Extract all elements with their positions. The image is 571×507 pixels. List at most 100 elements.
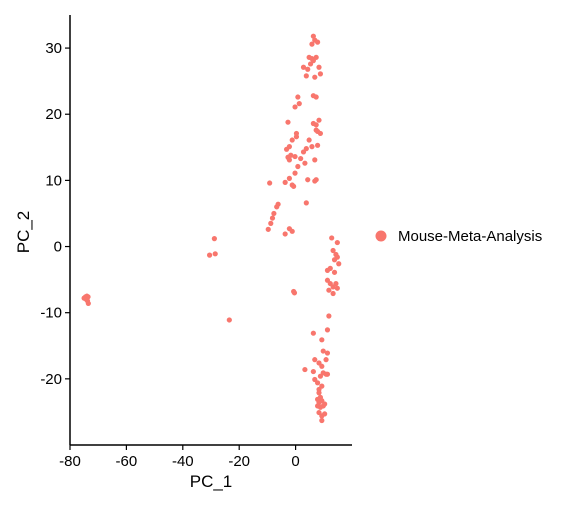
- data-point: [295, 94, 301, 100]
- data-point: [310, 330, 316, 336]
- data-point: [271, 210, 277, 217]
- data-point: [333, 280, 339, 287]
- data-point: [275, 201, 281, 207]
- data-point: [286, 157, 292, 163]
- data-point: [306, 137, 312, 143]
- data-point: [309, 144, 315, 150]
- data-point: [323, 357, 329, 363]
- data-point: [309, 56, 315, 62]
- data-point: [327, 265, 333, 271]
- data-point: [267, 180, 273, 186]
- data-point: [334, 254, 340, 260]
- data-point: [293, 130, 300, 137]
- data-point: [312, 157, 318, 163]
- data-point: [322, 411, 328, 417]
- data-point: [268, 220, 274, 226]
- data-point: [314, 142, 321, 148]
- data-point: [296, 101, 302, 107]
- data-point: [286, 144, 292, 150]
- data-point: [331, 269, 338, 275]
- data-point: [313, 54, 319, 60]
- data-point: [336, 261, 342, 267]
- data-point: [313, 177, 319, 183]
- data-point: [309, 41, 315, 47]
- data-point: [316, 117, 322, 123]
- data-point: [292, 153, 298, 160]
- data-point: [83, 296, 89, 303]
- x-tick-label: 0: [291, 453, 299, 470]
- data-point: [289, 228, 295, 234]
- data-point: [282, 231, 288, 237]
- data-point: [320, 348, 326, 354]
- data-point: [226, 317, 232, 323]
- data-point: [305, 177, 311, 183]
- data-point: [324, 327, 331, 333]
- y-tick-label: 0: [54, 239, 62, 256]
- data-point: [312, 74, 318, 80]
- data-point: [302, 366, 308, 373]
- data-point: [330, 290, 336, 297]
- y-tick-label: 20: [45, 106, 62, 123]
- data-point: [329, 235, 335, 241]
- data-point: [319, 383, 325, 389]
- data-point: [305, 66, 311, 72]
- data-point: [310, 33, 316, 39]
- data-point: [295, 163, 301, 170]
- data-point: [302, 160, 308, 166]
- data-point: [316, 390, 322, 396]
- y-tick-label: 30: [45, 40, 62, 57]
- points-layer: [81, 33, 342, 424]
- data-point: [269, 215, 276, 221]
- data-point: [265, 226, 271, 232]
- data-point: [314, 380, 321, 386]
- data-point: [310, 368, 316, 375]
- x-axis-title: PC_1: [190, 472, 233, 491]
- data-point: [291, 290, 298, 296]
- legend-key-mouse-meta-analysis: [375, 230, 387, 242]
- data-point: [314, 128, 321, 135]
- data-point: [285, 119, 291, 125]
- data-point: [292, 104, 298, 110]
- y-axis-ticks: -20 -10 0 10 20 30: [40, 40, 70, 388]
- data-point: [322, 401, 328, 407]
- legend: Mouse-Meta-Analysis: [375, 228, 542, 245]
- data-point: [326, 313, 332, 319]
- data-point: [310, 120, 316, 127]
- data-point: [334, 285, 340, 291]
- data-point: [326, 287, 332, 293]
- x-tick-label: -80: [59, 453, 81, 470]
- data-point: [319, 337, 325, 343]
- data-point: [334, 239, 340, 246]
- data-point: [319, 363, 325, 369]
- x-tick-label: -60: [116, 453, 138, 470]
- data-point: [313, 94, 319, 100]
- data-point: [319, 417, 325, 424]
- y-axis-title: PC_2: [14, 211, 33, 254]
- y-tick-label: -20: [40, 371, 62, 388]
- y-tick-label: 10: [45, 172, 62, 189]
- y-tick-label: -10: [40, 305, 62, 322]
- data-point: [312, 357, 318, 363]
- data-point: [291, 183, 297, 189]
- data-point: [211, 236, 217, 242]
- x-axis-ticks: -80 -60 -40 -20 0: [59, 445, 300, 470]
- legend-label-mouse-meta-analysis: Mouse-Meta-Analysis: [398, 228, 542, 245]
- data-point: [316, 64, 322, 70]
- x-tick-label: -20: [228, 453, 250, 470]
- data-point: [286, 175, 292, 181]
- data-point: [212, 251, 218, 257]
- data-point: [317, 71, 324, 77]
- data-point: [303, 73, 309, 79]
- x-tick-label: -40: [172, 453, 194, 470]
- data-point: [330, 247, 336, 254]
- data-point: [300, 64, 307, 70]
- data-point: [303, 200, 309, 206]
- data-point: [324, 350, 331, 356]
- data-point: [303, 146, 309, 152]
- data-point: [292, 170, 298, 176]
- data-point: [282, 179, 288, 185]
- data-point: [314, 403, 321, 409]
- data-point: [298, 155, 304, 162]
- data-point: [323, 371, 329, 377]
